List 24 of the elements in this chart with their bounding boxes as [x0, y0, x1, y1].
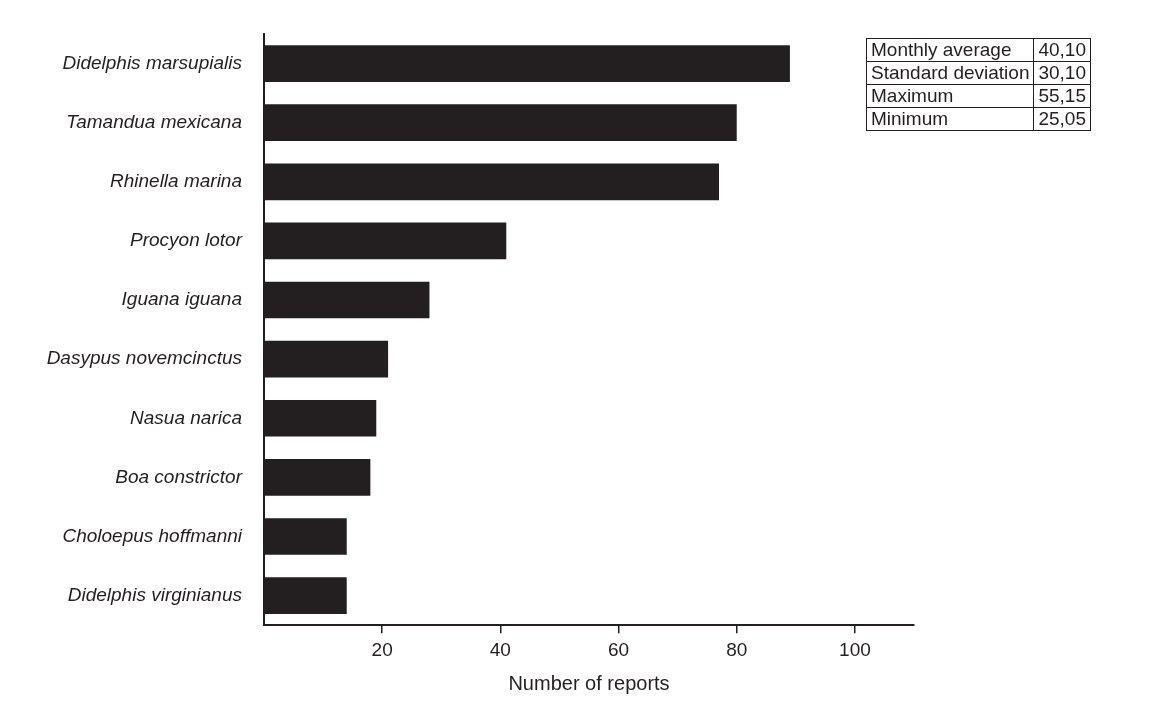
y-tick-label: Didelphis marsupialis — [62, 51, 243, 73]
annotation: Maximum — [866, 84, 1034, 108]
text: 40,10 — [1033, 38, 1091, 62]
x-tick-label: 100 — [839, 638, 871, 660]
y-tick-label: Iguana iguana — [121, 288, 242, 310]
text: 55,15 — [1033, 84, 1091, 108]
y-tick-label: Didelphis virginianus — [67, 583, 243, 605]
x-tick-label: 40 — [489, 638, 511, 660]
y-tick-label: Rhinella marina — [109, 170, 242, 192]
y-tick-label: Choloepus hoffmanni — [62, 524, 243, 546]
text: 30,10 — [1033, 61, 1091, 85]
text: 25,05 — [1033, 107, 1091, 131]
x-tick-label: 20 — [371, 638, 393, 660]
y-tick-label: Dasypus novemcinctus — [46, 347, 243, 369]
y-tick-label: Procyon lotor — [130, 229, 243, 251]
y-tick-label: Nasua narica — [130, 406, 242, 428]
y-tick-label: Tamandua mexicana — [66, 110, 242, 132]
x-tick-label: 60 — [607, 638, 630, 660]
y-tick-label: Boa constrictor — [115, 465, 243, 487]
annotation: Minimum — [866, 107, 1034, 131]
x-tick-label: 80 — [726, 638, 748, 660]
annotation: Standard deviation — [866, 61, 1034, 85]
x-axis-title: Number of reports — [508, 671, 670, 694]
annotation: Monthly average — [866, 38, 1034, 62]
